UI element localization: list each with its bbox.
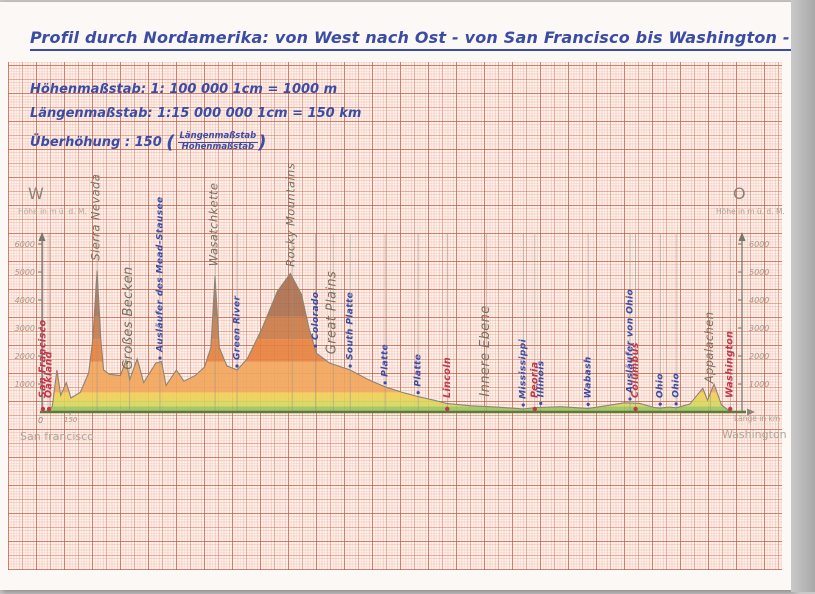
city-dot-0 [40, 406, 46, 412]
feature-label-innere-ebene: Innere Ebene [478, 305, 493, 396]
river-dot-21 [658, 402, 662, 406]
hoehenmassstab-line: Höhenmaßstab: 1: 100 000 1cm = 1000 m [30, 82, 338, 97]
left-tick-label-3000: 3000 [15, 324, 35, 333]
origin-label: 0 [38, 416, 43, 425]
ueberhoehung-line: Überhöhung : 150 (Längenmaßstab Höhenmaßs… [30, 126, 361, 159]
fraction-denominator: Höhenmaßstab [181, 142, 255, 153]
feature-label-wabash: Wabash [584, 356, 594, 398]
feature-label-columbus: Columbus [630, 342, 641, 398]
river-dot-10 [348, 364, 352, 368]
left-tick-label-5000: 5000 [15, 268, 35, 277]
river-dot-12 [416, 391, 420, 395]
hypsometric-band-0 [42, 406, 742, 412]
river-dot-15 [521, 403, 525, 407]
left-axis-caption: Höhe in m ü. d. M. [18, 207, 87, 216]
bottom-right-city-label: Washington [722, 428, 787, 441]
left-tick-label-4000: 4000 [15, 296, 35, 305]
left-axis-arrow-icon [38, 232, 46, 241]
city-dot-13 [445, 406, 450, 412]
laengenmassstab-line: Längenmaßstab: 1:15 000 000 1cm = 150 km [30, 106, 362, 122]
page-title: Profil durch Nordamerika: von West nach … [30, 28, 815, 51]
feature-label-sierra-nevada: Sierra Nevada [89, 174, 103, 261]
hypsometric-band-2 [42, 392, 742, 400]
feature-label-ohio: Ohio [672, 373, 682, 398]
right-tick-label-6000: 6000 [749, 240, 769, 249]
feature-label-lincoln: Lincoln [442, 357, 453, 398]
feature-label-ohio: Ohio [656, 373, 666, 398]
city-dot-16 [532, 406, 537, 412]
scanner-edge-shadow [791, 0, 815, 592]
feature-label-ausl-ufer-des-mead-stausee: Ausläufer des Mead-Stausee [155, 197, 165, 353]
feature-label-platte: Platte [381, 344, 391, 377]
river-dot-18 [586, 402, 590, 406]
feature-label-colorado: Colorado [311, 292, 321, 340]
feature-label-green-river: Green River [233, 295, 243, 360]
feature-label-wasatchkette: Wasatchkette [207, 183, 221, 267]
close-paren: ) [258, 132, 267, 154]
feature-label-great-plains: Great Plains [325, 271, 340, 354]
feature-label-illinois: Illinois [536, 360, 546, 397]
city-dot-24 [728, 406, 733, 412]
river-dot-4 [158, 356, 162, 360]
right-tick-label-3000: 3000 [749, 324, 769, 333]
feature-label-ausl-ufer-von-ohio: Ausläufer von Ohio [626, 289, 636, 394]
scale-legend: Höhenmaßstab: 1: 100 000 1cm = 1000 m Lä… [30, 78, 361, 159]
millimeter-grid [8, 62, 782, 570]
feature-label-mississippi: Mississippi [519, 338, 529, 399]
feature-label-oakland: Oakland [44, 351, 55, 398]
right-tick-label-5000: 5000 [749, 268, 769, 277]
left-tick-label-6000: 6000 [15, 240, 35, 249]
river-dot-22 [674, 402, 678, 406]
terrain-outline [41, 270, 743, 413]
city-dot-1 [46, 406, 52, 412]
hypsometric-band-5 [42, 316, 742, 340]
right-tick-label-1000: 1000 [749, 380, 769, 389]
hypsometric-band-6 [42, 270, 742, 317]
feature-label-washington: Washington [725, 331, 736, 398]
scale-fraction: Längenmaßstab Höhenmaßstab [177, 131, 259, 153]
fraction-numerator: Längenmaßstab [177, 131, 259, 144]
river-dot-19 [628, 397, 632, 401]
first-km-tick-label: 150 [64, 416, 78, 424]
river-dot-6 [235, 364, 239, 368]
right-axis-caption: Höhe in m ü. d. M. [716, 207, 785, 216]
feature-label-peoria: Peoria [529, 362, 540, 398]
feature-label-rocky-mountains: Rocky Mountains [284, 163, 298, 267]
feature-label-gro-es-becken: Großes Becken [121, 266, 136, 370]
bottom-left-city-label: San francisco [20, 430, 94, 443]
x-axis-label: Länge in km [734, 414, 781, 423]
ueberhoehung-label: Überhöhung : 150 [30, 135, 162, 151]
city-dot-20 [633, 406, 638, 412]
feature-label-platte: Platte [414, 354, 424, 387]
left-tick-label-1000: 1000 [15, 380, 35, 389]
right-tick-label-4000: 4000 [749, 296, 769, 305]
left-tick-label-2000: 2000 [15, 352, 35, 361]
river-dot-8 [313, 344, 318, 348]
feature-label-san-francisco: San Francisco [37, 319, 48, 398]
river-dot-17 [539, 401, 543, 405]
hypsometric-band-1 [42, 399, 742, 407]
feature-label-appalachen: Appalachen [702, 312, 716, 385]
open-paren: ( [166, 132, 175, 154]
compass-west-label: W [28, 184, 44, 203]
river-dot-11 [383, 381, 387, 385]
x-axis-arrow-icon [747, 408, 755, 416]
right-axis-arrow-icon [738, 232, 746, 241]
right-tick-label-2000: 2000 [749, 352, 769, 361]
feature-label-south-platte: South Platte [346, 292, 356, 360]
compass-east-label: O [733, 184, 746, 203]
